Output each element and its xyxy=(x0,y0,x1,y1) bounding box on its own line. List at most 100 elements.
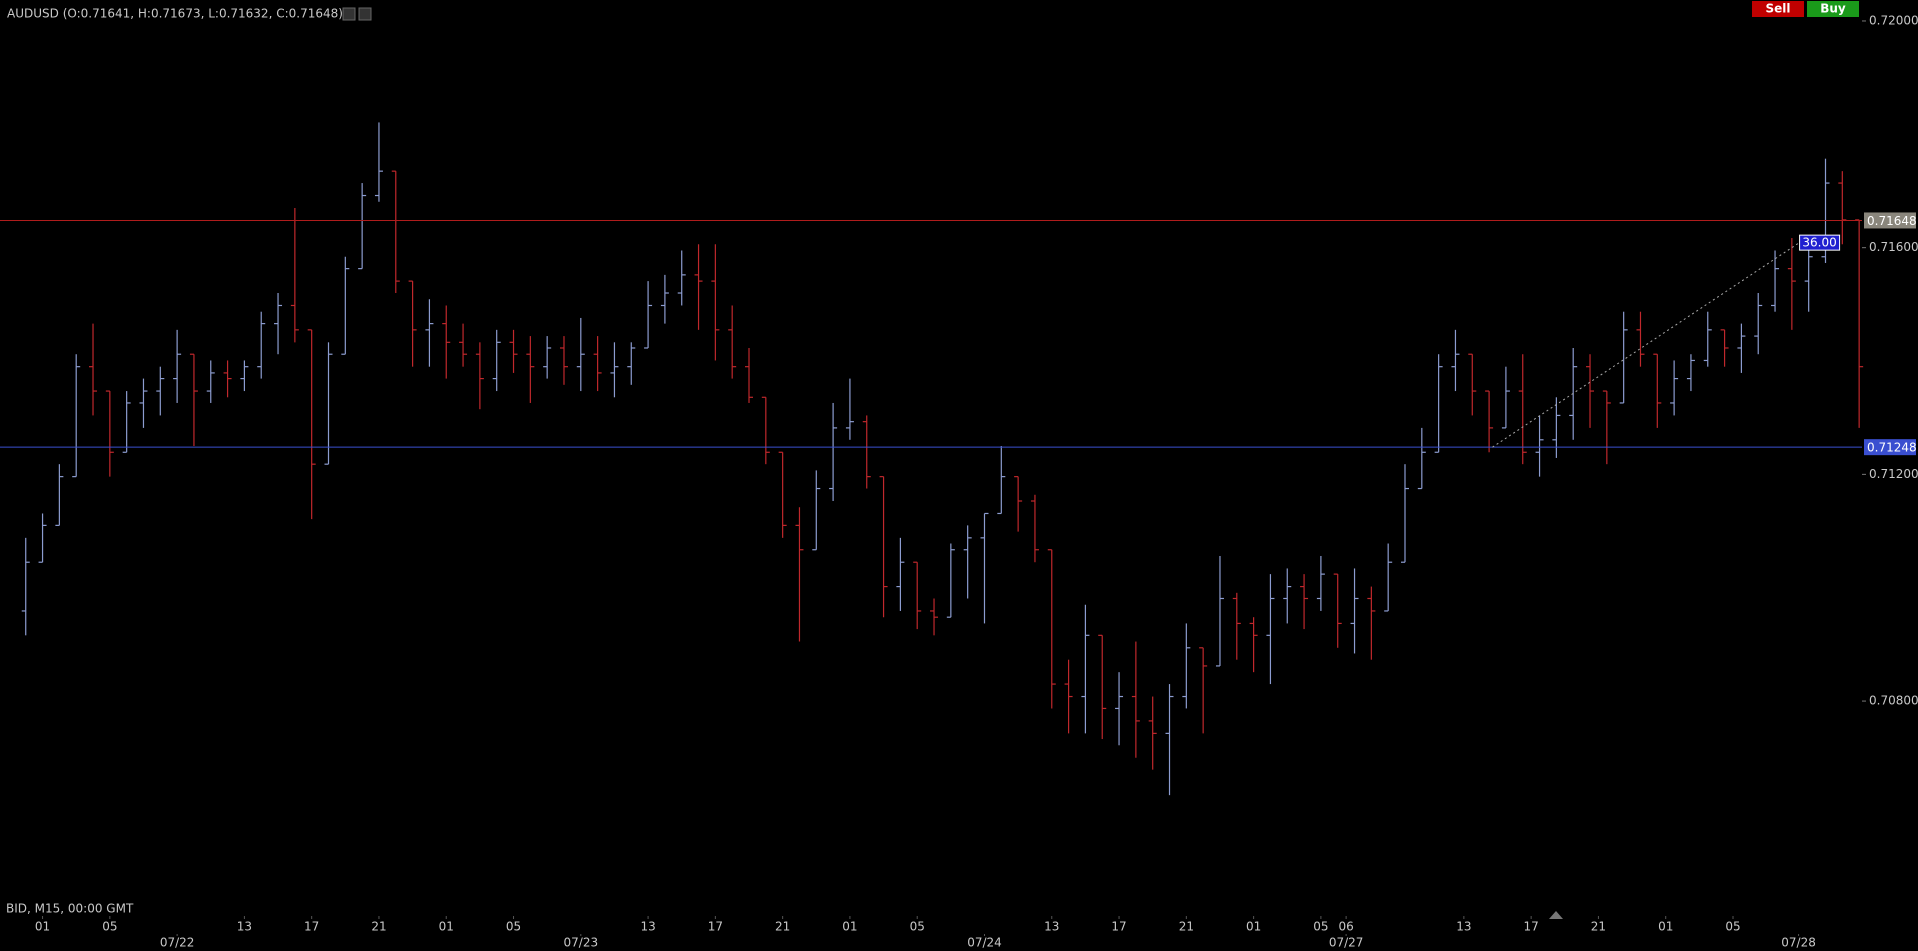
ohlc-bar xyxy=(1552,397,1561,458)
trendline-label: 36.00 xyxy=(1802,236,1836,250)
sell-button[interactable] xyxy=(1752,1,1804,17)
x-tick-label: 21 xyxy=(1591,920,1606,934)
ohlc-bar xyxy=(543,336,552,379)
ohlc-bar xyxy=(1367,586,1376,660)
x-tick-label: 05 xyxy=(1725,920,1740,934)
x-tick-label: 13 xyxy=(1044,920,1059,934)
trendline-label-box xyxy=(1799,234,1841,251)
ohlc-bar xyxy=(963,525,972,599)
ohlc-bar xyxy=(189,353,198,447)
price-label: 0.71648 xyxy=(1867,214,1917,228)
ohlc-bar xyxy=(1670,360,1679,416)
ohlc-bar xyxy=(644,281,653,349)
price-label-box xyxy=(1864,212,1916,229)
x-tick-label: 05 xyxy=(910,920,925,934)
x-tick-label: 17 xyxy=(1111,920,1126,934)
ohlc-bar xyxy=(812,470,821,551)
date-tick-label: 07/24 xyxy=(967,936,1002,950)
ohlc-bar xyxy=(1165,684,1174,796)
ohlc-bar xyxy=(1350,568,1359,654)
ohlc-bar xyxy=(72,354,81,478)
ohlc-bar xyxy=(290,207,299,343)
x-tick-label: 13 xyxy=(237,920,252,934)
x-tick-label: 21 xyxy=(371,920,386,934)
ohlc-bar xyxy=(1804,244,1813,312)
ohlc-bar xyxy=(341,256,350,355)
ohlc-bar xyxy=(55,464,64,526)
ohlc-bar xyxy=(105,390,114,477)
ohlc-bar xyxy=(1434,354,1443,453)
ohlc-bar xyxy=(240,360,249,392)
ohlc-bar xyxy=(879,476,888,618)
ohlc-bar xyxy=(274,293,283,355)
ohlc-bar xyxy=(1300,574,1309,630)
x-tick-label: 01 xyxy=(1246,920,1261,934)
ohlc-bar xyxy=(1417,427,1426,490)
x-tick-label: 01 xyxy=(1658,920,1673,934)
ohlc-bar xyxy=(1333,573,1342,648)
y-tick-label: 0.70800 xyxy=(1869,694,1918,708)
buy-button-label[interactable]: Buy xyxy=(1820,2,1846,16)
ohlc-bar xyxy=(358,183,367,270)
settings-icon[interactable] xyxy=(358,7,372,21)
ohlc-bar xyxy=(173,329,182,403)
ohlc-bar xyxy=(1737,323,1746,373)
ohlc-bar xyxy=(1653,353,1662,428)
date-tick-label: 07/27 xyxy=(1329,936,1364,950)
ohlc-bar xyxy=(1047,549,1056,709)
ohlc-bar xyxy=(1199,647,1208,734)
x-tick-label: 01 xyxy=(35,920,50,934)
ohlc-bar xyxy=(408,280,417,367)
x-tick-label: 05 xyxy=(102,920,117,934)
x-tick-label: 13 xyxy=(640,920,655,934)
ohlc-bar xyxy=(374,122,383,202)
ohlc-bar xyxy=(492,329,501,392)
ohlc-bar xyxy=(997,446,1006,515)
ohlc-bar xyxy=(778,451,787,538)
ohlc-bar xyxy=(526,336,535,403)
ohlc-bar xyxy=(1148,696,1157,770)
ohlc-bar xyxy=(459,323,468,367)
ohlc-bar xyxy=(980,512,989,624)
ohlc-bar xyxy=(1014,476,1023,532)
ohlc-bar xyxy=(206,360,215,403)
chart-title: AUDUSD (O:0.71641, H:0.71673, L:0.71632,… xyxy=(7,7,343,21)
ohlc-bar xyxy=(1468,353,1477,416)
ohlc-bar xyxy=(257,311,266,379)
ohlc-bar xyxy=(1400,464,1409,563)
ohlc-bar xyxy=(1098,634,1107,740)
ohlc-bar xyxy=(1754,293,1763,355)
ohlc-bar xyxy=(728,305,737,379)
plot-area xyxy=(21,122,1864,796)
x-tick-label: 17 xyxy=(708,920,723,934)
ohlc-bar xyxy=(745,347,754,403)
ohlc-bar xyxy=(1602,390,1611,465)
x-tick-label: 17 xyxy=(1524,920,1539,934)
ohlc-bar xyxy=(442,305,451,379)
settings-icon[interactable] xyxy=(342,7,356,21)
ohlc-bar xyxy=(1232,592,1241,660)
scroll-marker[interactable] xyxy=(1549,911,1563,919)
ohlc-bar xyxy=(1030,494,1039,563)
ohlc-bar xyxy=(559,336,568,385)
y-tick-label: 0.71600 xyxy=(1869,240,1918,254)
chart-subtitle: BID, M15, 00:00 GMT xyxy=(6,902,134,916)
date-tick-label: 07/22 xyxy=(160,936,195,950)
ohlc-bar xyxy=(1518,354,1527,465)
sell-button-label[interactable]: Sell xyxy=(1765,2,1790,16)
ohlc-bar xyxy=(307,329,316,520)
ohlc-bar xyxy=(1266,574,1275,685)
ohlc-bar xyxy=(1501,366,1510,429)
ohlc-bar xyxy=(324,342,333,465)
ohlc-bar xyxy=(1838,171,1847,245)
ohlc-bar xyxy=(1855,219,1864,428)
ohlc-bar xyxy=(139,378,148,428)
buy-button[interactable] xyxy=(1807,1,1859,17)
ohlc-bar xyxy=(1283,568,1292,624)
x-tick-label: 01 xyxy=(842,920,857,934)
ohlc-bar xyxy=(896,537,905,611)
ohlc-bar xyxy=(21,537,30,636)
ohlc-bar xyxy=(89,323,98,416)
x-tick-label: 13 xyxy=(1456,920,1471,934)
ohlc-bar xyxy=(1787,238,1796,330)
